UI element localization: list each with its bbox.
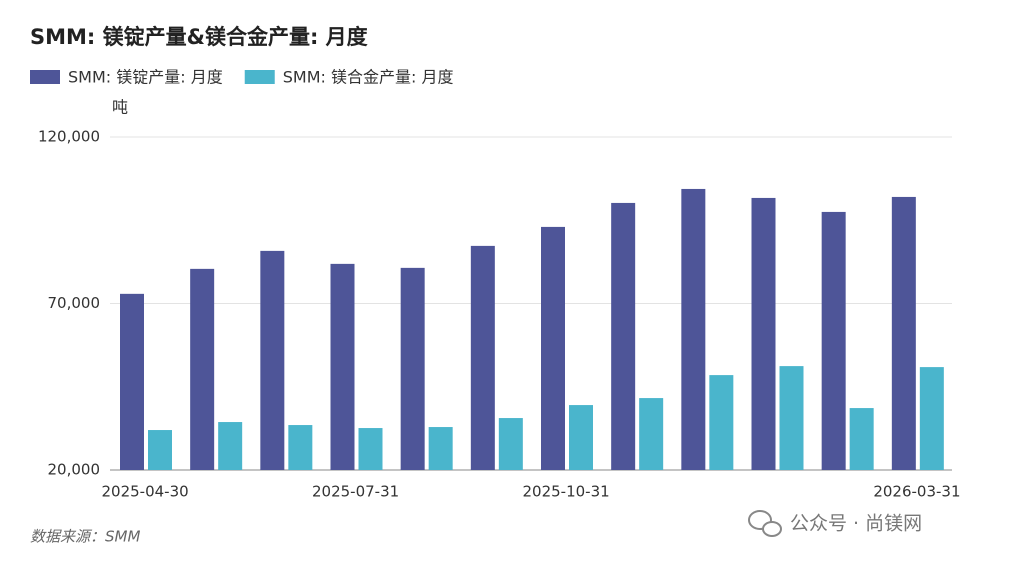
y-tick-label: 70,000 (48, 294, 101, 312)
bar (919, 367, 944, 470)
bar (218, 422, 243, 470)
bar (849, 408, 874, 470)
bar (821, 211, 846, 471)
x-tick-label: 2025-04-30 (101, 483, 188, 501)
y-unit: 吨 (112, 98, 128, 117)
bar (260, 250, 285, 470)
x-tick-label: 2026-03-31 (873, 483, 960, 501)
bar (148, 430, 172, 470)
watermark-icon (748, 510, 782, 537)
x-tick-label: 2025-10-31 (522, 483, 609, 501)
legend-label: SMM: 镁锭产量: 月度 (68, 68, 223, 87)
legend-label: SMM: 镁合金产量: 月度 (283, 68, 454, 87)
chart-title: SMM: 镁锭产量&镁合金产量: 月度 (30, 25, 368, 49)
bar (611, 202, 636, 470)
bar (120, 293, 144, 470)
bar (470, 245, 495, 470)
legend-swatch (244, 70, 275, 84)
bar (541, 226, 565, 470)
bar (190, 268, 215, 470)
bar (498, 418, 523, 470)
y-tick-label: 120,000 (38, 128, 100, 146)
x-tick-label: 2025-07-31 (312, 483, 399, 501)
y-tick-label: 20,000 (48, 461, 101, 479)
watermark: 公众号 · 尚镁网 (790, 513, 922, 535)
bar (358, 428, 383, 470)
bar (639, 398, 664, 470)
bar (330, 263, 355, 470)
bar (751, 197, 776, 470)
bar (709, 375, 734, 470)
bar (400, 267, 425, 470)
bar (891, 196, 916, 470)
bar (428, 427, 453, 470)
source: 数据来源：SMM (30, 528, 140, 546)
bar (569, 405, 593, 470)
legend-swatch (30, 70, 60, 84)
bar (288, 425, 313, 470)
bar (681, 188, 706, 470)
bar (779, 366, 804, 470)
